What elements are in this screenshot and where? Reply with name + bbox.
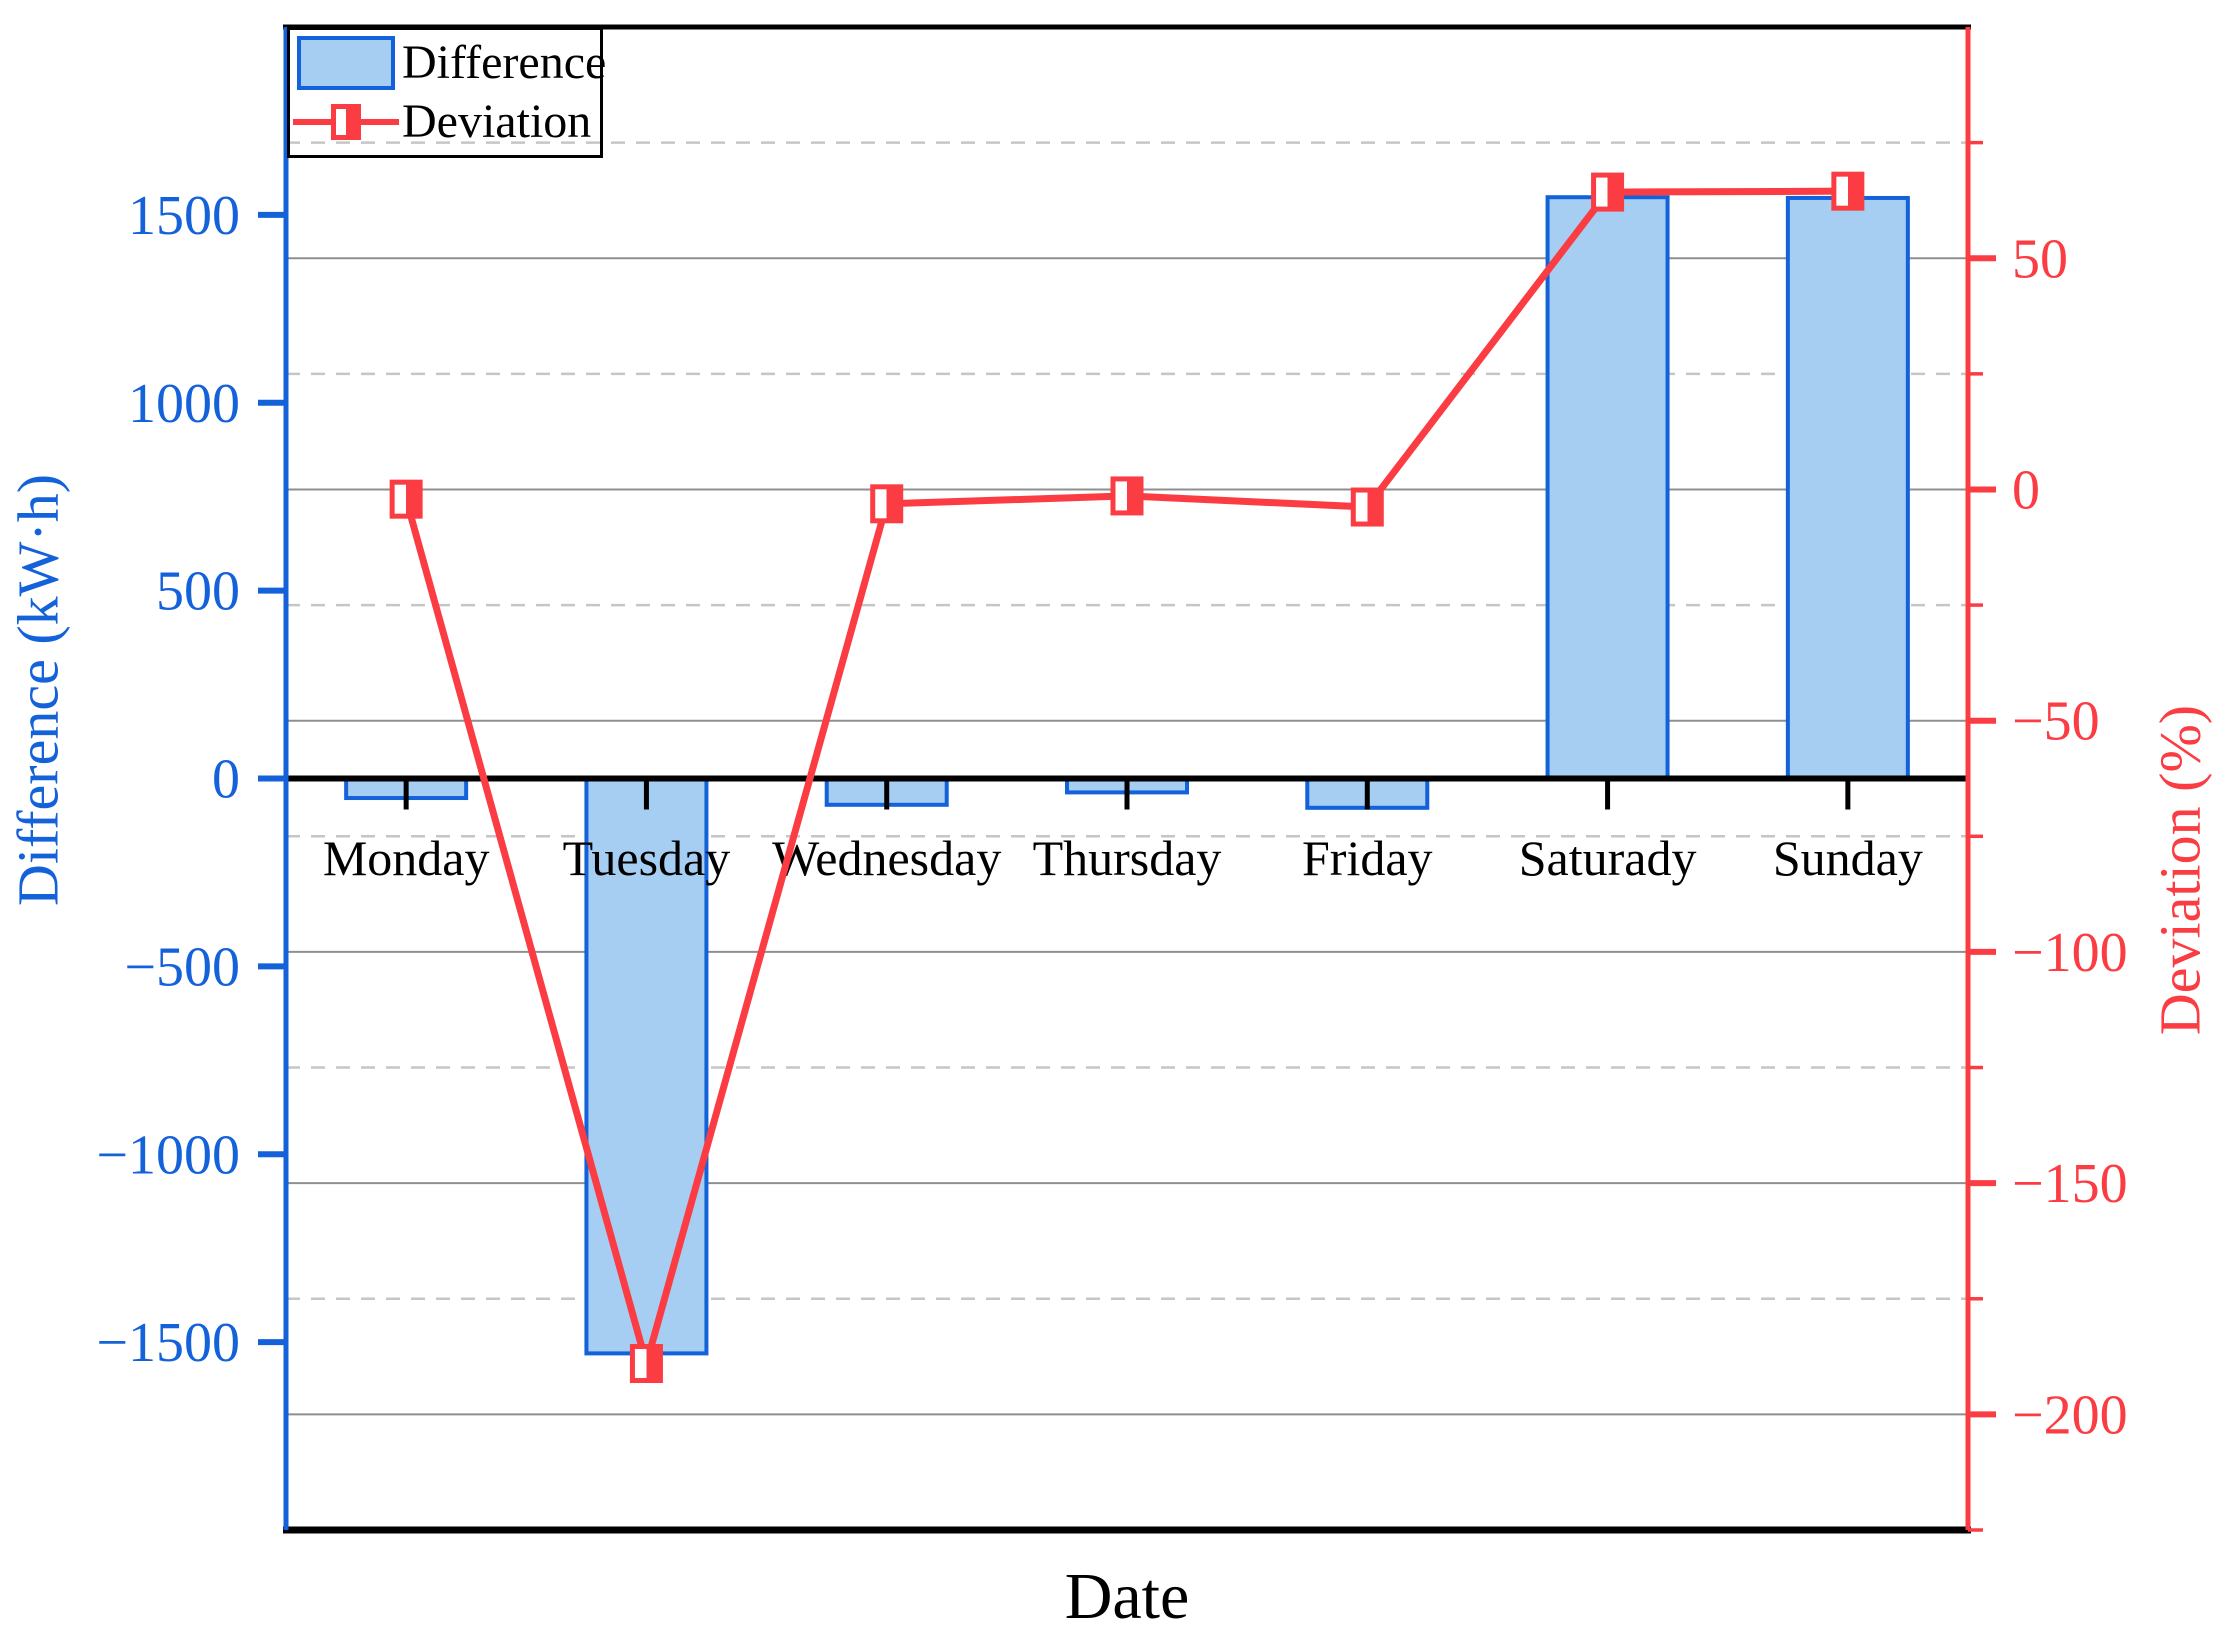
marker-monday bbox=[389, 479, 423, 519]
right-tick-label--50: −50 bbox=[2012, 691, 2100, 753]
legend-item-difference: Difference bbox=[290, 34, 606, 92]
right-axis-title: Deviation (%) bbox=[2147, 704, 2213, 1036]
bar-saturady bbox=[1545, 195, 1670, 781]
right-tick-label-0: 0 bbox=[2012, 460, 2040, 522]
left-axis-title: Difference (kW·h) bbox=[5, 473, 71, 907]
left-tick-label-500: 500 bbox=[156, 561, 240, 623]
x-label-monday: Monday bbox=[323, 830, 490, 886]
x-axis-title: Date bbox=[1064, 1560, 1190, 1633]
bar-swatch-icon bbox=[290, 35, 402, 90]
marker-tuesday bbox=[629, 1344, 663, 1384]
legend-label-deviation: Deviation bbox=[402, 95, 592, 149]
left-tick-label-0: 0 bbox=[212, 749, 240, 811]
marker-friday bbox=[1350, 487, 1384, 527]
left-tick-label-1500: 1500 bbox=[128, 185, 240, 247]
legend: Difference Deviation bbox=[287, 27, 606, 158]
right-tick-label--200: −200 bbox=[2012, 1384, 2128, 1446]
legend-label-difference: Difference bbox=[402, 35, 607, 89]
x-label-thursday: Thursday bbox=[1033, 830, 1222, 886]
marker-saturady bbox=[1591, 172, 1625, 212]
x-label-saturady: Saturady bbox=[1519, 830, 1697, 886]
marker-thursday bbox=[1110, 476, 1144, 516]
x-label-tuesday: Tuesday bbox=[563, 830, 731, 886]
bar-tuesday bbox=[584, 776, 709, 1356]
right-tick-label--100: −100 bbox=[2012, 922, 2128, 984]
left-tick-label--500: −500 bbox=[124, 936, 240, 998]
x-label-friday: Friday bbox=[1302, 830, 1433, 886]
left-tick-label-1000: 1000 bbox=[128, 373, 240, 435]
legend-item-deviation: Deviation bbox=[290, 93, 600, 151]
line-marker-icon bbox=[290, 100, 402, 144]
bar-sunday bbox=[1785, 195, 1910, 781]
right-tick-label--150: −150 bbox=[2012, 1153, 2128, 1215]
marker-sunday bbox=[1831, 171, 1865, 211]
x-label-sunday: Sunday bbox=[1773, 830, 1923, 886]
marker-wednesday bbox=[870, 484, 904, 524]
left-tick-label--1000: −1000 bbox=[96, 1124, 240, 1186]
x-label-wednesday: Wednesday bbox=[772, 830, 1001, 886]
right-tick-label-50: 50 bbox=[2012, 228, 2068, 290]
left-tick-label--1500: −1500 bbox=[96, 1312, 240, 1374]
